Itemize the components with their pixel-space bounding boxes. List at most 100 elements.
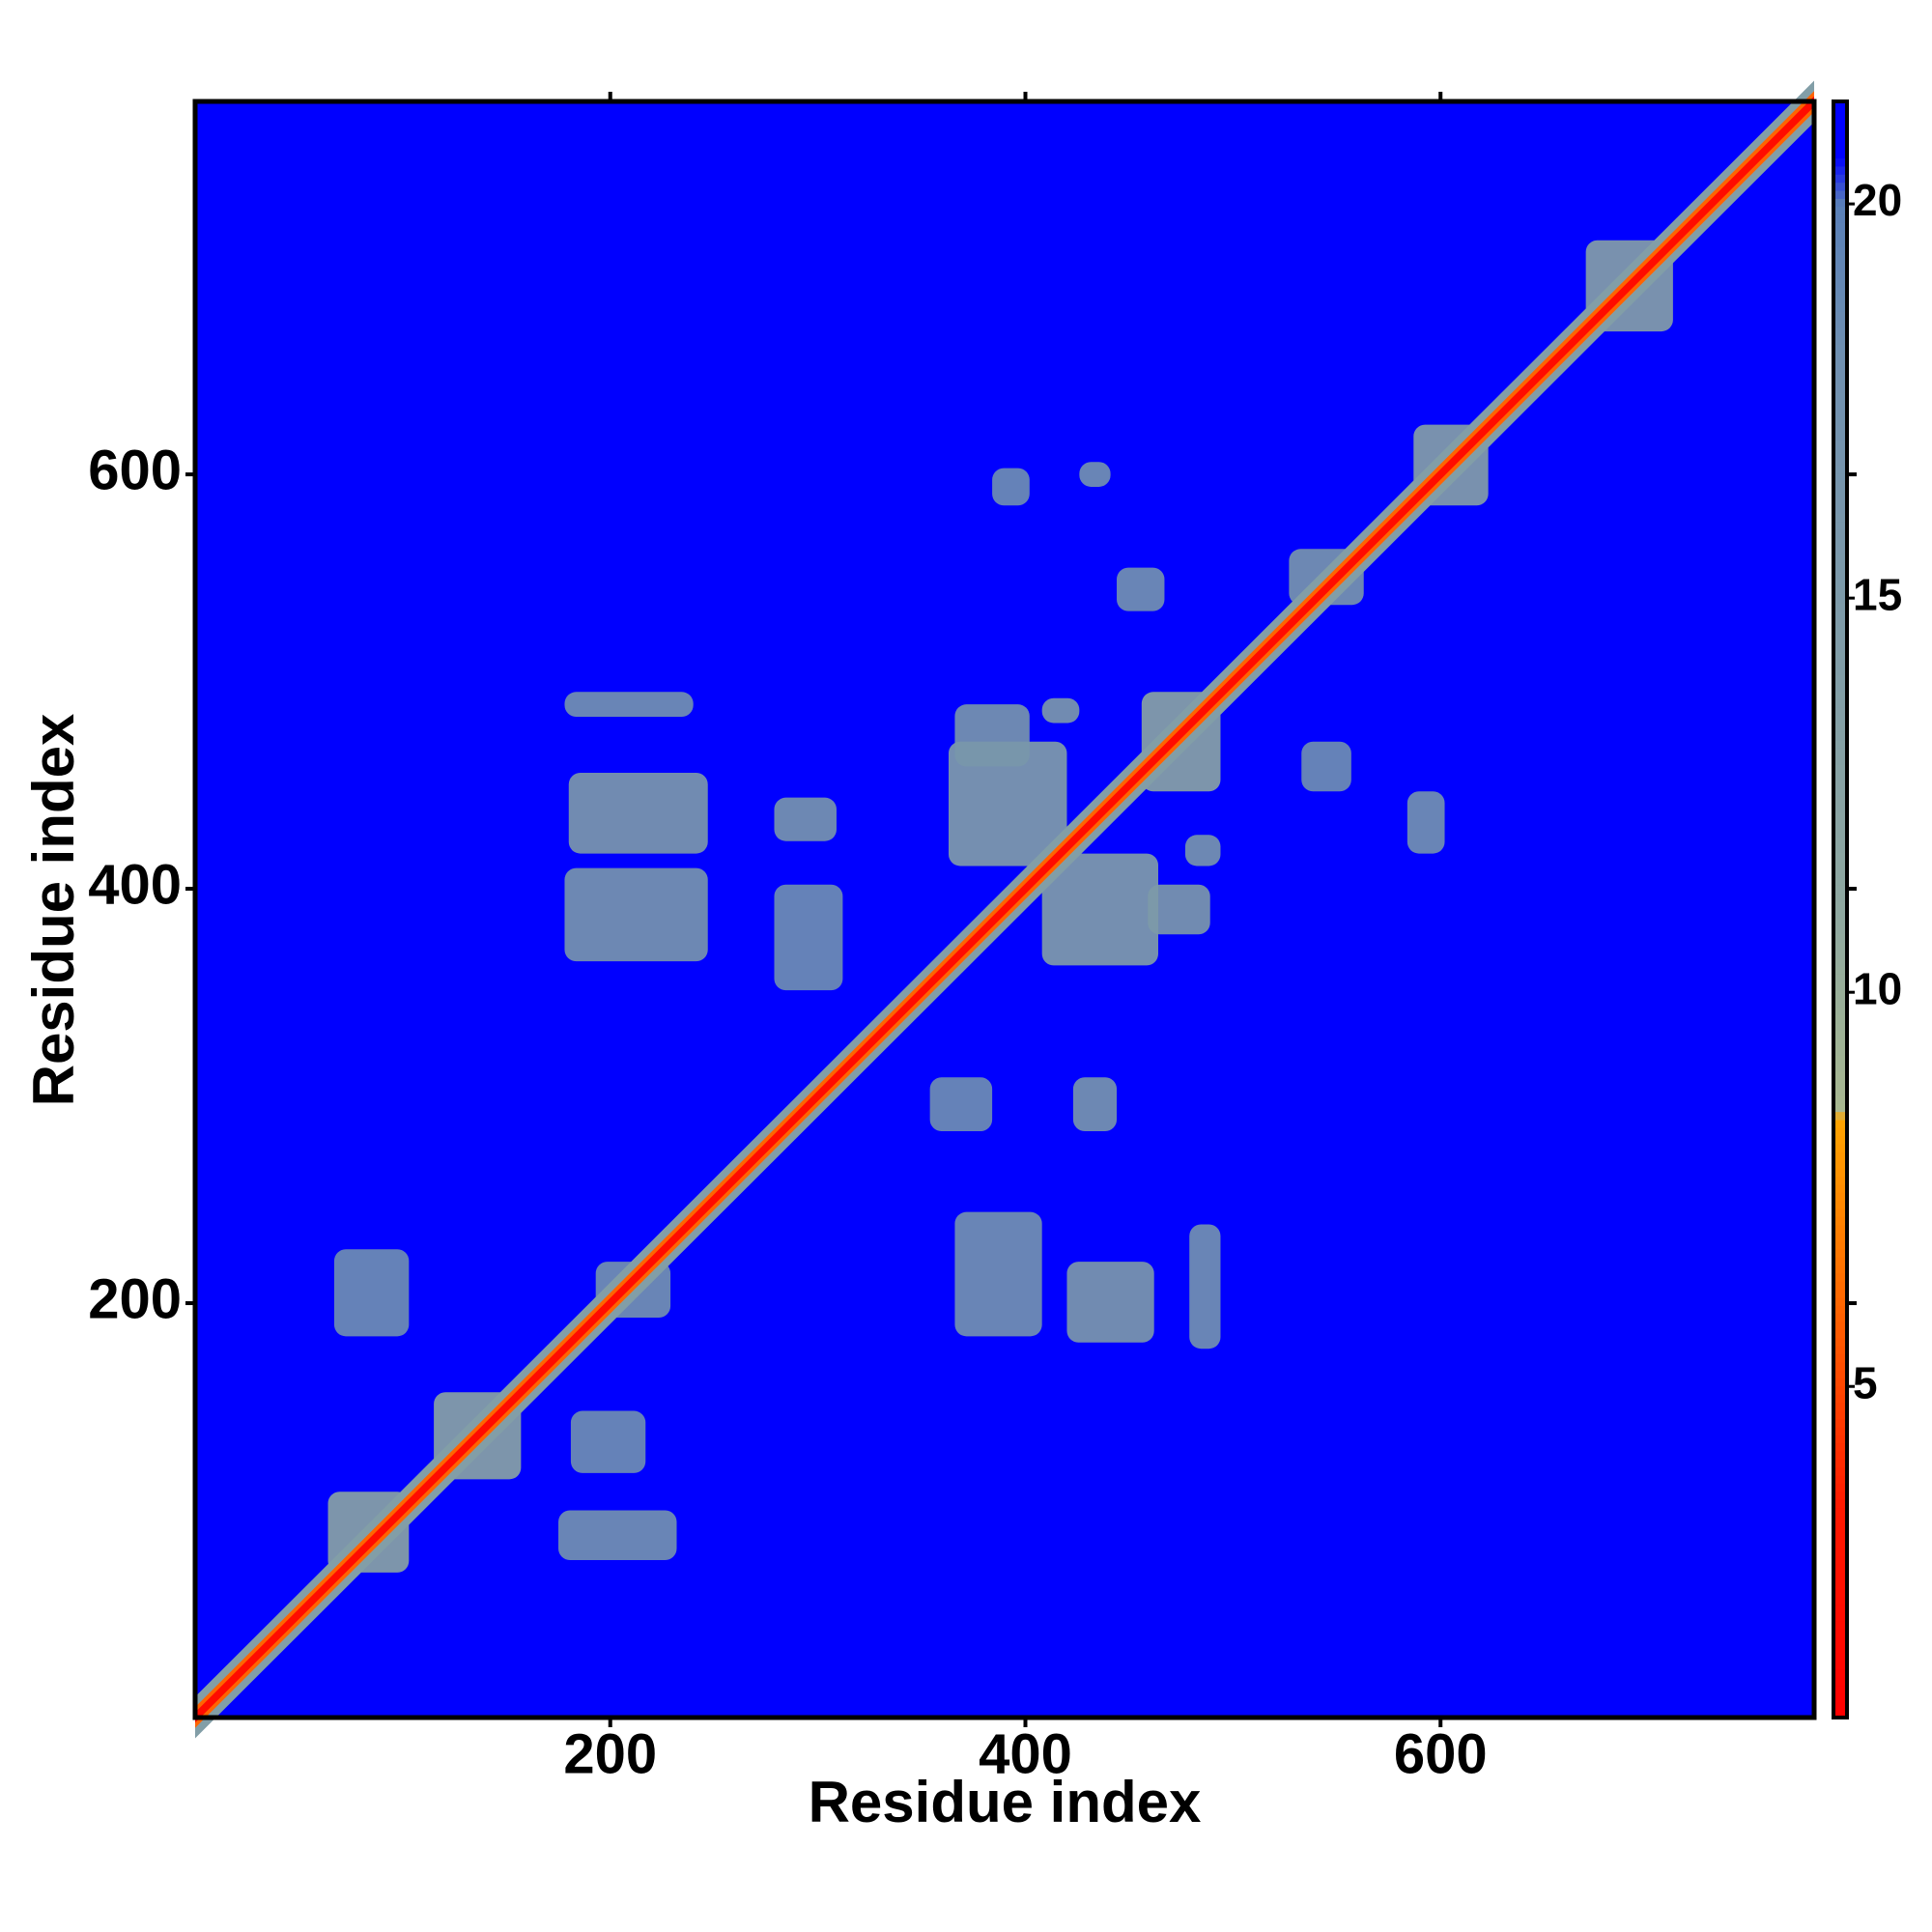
colorbar-segment	[1833, 1531, 1847, 1541]
colorbar-segment	[1833, 1709, 1847, 1719]
colorbar-segment	[1833, 1208, 1847, 1217]
colorbar-segment	[1833, 635, 1847, 643]
y-tick-label: 400	[88, 853, 182, 916]
y-axis-title: Residue index	[21, 714, 86, 1107]
x-tick-label: 200	[563, 1722, 657, 1785]
colorbar-segment	[1833, 1466, 1847, 1476]
colorbar-segment	[1833, 1192, 1847, 1202]
colorbar-segment	[1833, 1491, 1847, 1500]
colorbar-segment	[1833, 1030, 1847, 1039]
colorbar-segment	[1833, 408, 1847, 417]
colorbar-segment	[1833, 812, 1847, 821]
colorbar-segment	[1833, 1144, 1847, 1152]
colorbar-segment	[1833, 206, 1847, 215]
colorbar-segment	[1833, 1006, 1847, 1015]
colorbar-segment	[1833, 190, 1847, 199]
colorbar-segment	[1833, 1483, 1847, 1492]
heatmap-patch	[774, 797, 837, 841]
colorbar-segment	[1833, 585, 1847, 595]
colorbar-segment	[1833, 1361, 1847, 1371]
colorbar-segment	[1833, 659, 1847, 668]
colorbar-segment	[1833, 1668, 1847, 1678]
colorbar-segment	[1833, 868, 1847, 878]
colorbar-segment	[1833, 1183, 1847, 1193]
colorbar-segment	[1833, 844, 1847, 854]
colorbar-segment	[1833, 788, 1847, 797]
colorbar-segment	[1833, 1321, 1847, 1330]
colorbar-segment	[1833, 1127, 1847, 1137]
heatmap-patch	[954, 704, 1030, 767]
colorbar-segment	[1833, 1289, 1847, 1298]
colorbar-segment	[1833, 828, 1847, 838]
colorbar-segment	[1833, 683, 1847, 693]
x-tick-label: 400	[979, 1722, 1072, 1785]
colorbar-segment	[1833, 1628, 1847, 1637]
colorbar-segment	[1833, 1079, 1847, 1089]
colorbar-segment	[1833, 1612, 1847, 1622]
colorbar-segment	[1833, 594, 1847, 604]
colorbar-segment	[1833, 981, 1847, 991]
colorbar-segment	[1833, 359, 1847, 369]
colorbar-segment	[1833, 1426, 1847, 1435]
colorbar-segment	[1833, 246, 1847, 256]
colorbar-segment	[1833, 448, 1847, 458]
colorbar-segment	[1833, 578, 1847, 587]
colorbar-segment	[1833, 707, 1847, 717]
heatmap-patch	[1041, 853, 1159, 966]
colorbar-segment	[1833, 852, 1847, 862]
heatmap-patch	[1406, 791, 1445, 854]
heatmap-patch	[1066, 1262, 1154, 1343]
colorbar-segment	[1833, 279, 1847, 288]
colorbar-segment	[1833, 222, 1847, 232]
colorbar-segment	[1833, 957, 1847, 967]
colorbar-segment	[1833, 368, 1847, 377]
colorbar-segment	[1833, 1677, 1847, 1687]
colorbar-segment	[1833, 174, 1847, 184]
colorbar-segment	[1833, 755, 1847, 765]
colorbar-segment	[1833, 1636, 1847, 1646]
colorbar-segment	[1833, 198, 1847, 208]
colorbar-segment	[1833, 1264, 1847, 1274]
colorbar-segment	[1833, 724, 1847, 732]
y-tick-label: 600	[88, 439, 182, 501]
colorbar-segment	[1833, 1507, 1847, 1517]
heatmap-patch	[1301, 741, 1351, 792]
colorbar-segment	[1833, 1305, 1847, 1315]
colorbar-segment	[1833, 1588, 1847, 1598]
colorbar-segment	[1833, 933, 1847, 943]
colorbar-segment	[1833, 157, 1847, 167]
colorbar-segment	[1833, 1386, 1847, 1395]
colorbar-segment	[1833, 101, 1847, 110]
colorbar-segment	[1833, 465, 1847, 474]
heatmap-patch	[1117, 567, 1165, 611]
colorbar-segment	[1833, 561, 1847, 571]
colorbar-segment	[1833, 1103, 1847, 1113]
colorbar-segment	[1833, 1564, 1847, 1573]
colorbar-segment	[1833, 1548, 1847, 1557]
heatmap-patch	[1079, 462, 1111, 487]
heatmap-patch	[954, 1211, 1042, 1337]
heatmap-patch	[1072, 1077, 1118, 1132]
colorbar-segment	[1833, 1701, 1847, 1711]
colorbar-segment	[1833, 1063, 1847, 1072]
colorbar-segment	[1833, 546, 1847, 554]
colorbar-segment	[1833, 885, 1847, 895]
colorbar-segment	[1833, 311, 1847, 321]
heatmap-patch	[570, 1410, 646, 1473]
colorbar-segment	[1833, 117, 1847, 127]
colorbar-segment	[1833, 141, 1847, 151]
colorbar-segment	[1833, 780, 1847, 789]
colorbar-segment	[1833, 270, 1847, 280]
colorbar-segment	[1833, 303, 1847, 312]
colorbar-segment	[1833, 1159, 1847, 1169]
colorbar-segment	[1833, 1022, 1847, 1032]
colorbar-segment	[1833, 1111, 1847, 1121]
colorbar-segment	[1833, 610, 1847, 619]
colorbar-segment	[1833, 998, 1847, 1008]
colorbar-segment	[1833, 667, 1847, 676]
colorbar-segment	[1833, 1572, 1847, 1581]
colorbar-segment	[1833, 416, 1847, 426]
colorbar-segment	[1833, 1394, 1847, 1404]
colorbar-segment	[1833, 109, 1847, 119]
colorbar-segment	[1833, 699, 1847, 708]
